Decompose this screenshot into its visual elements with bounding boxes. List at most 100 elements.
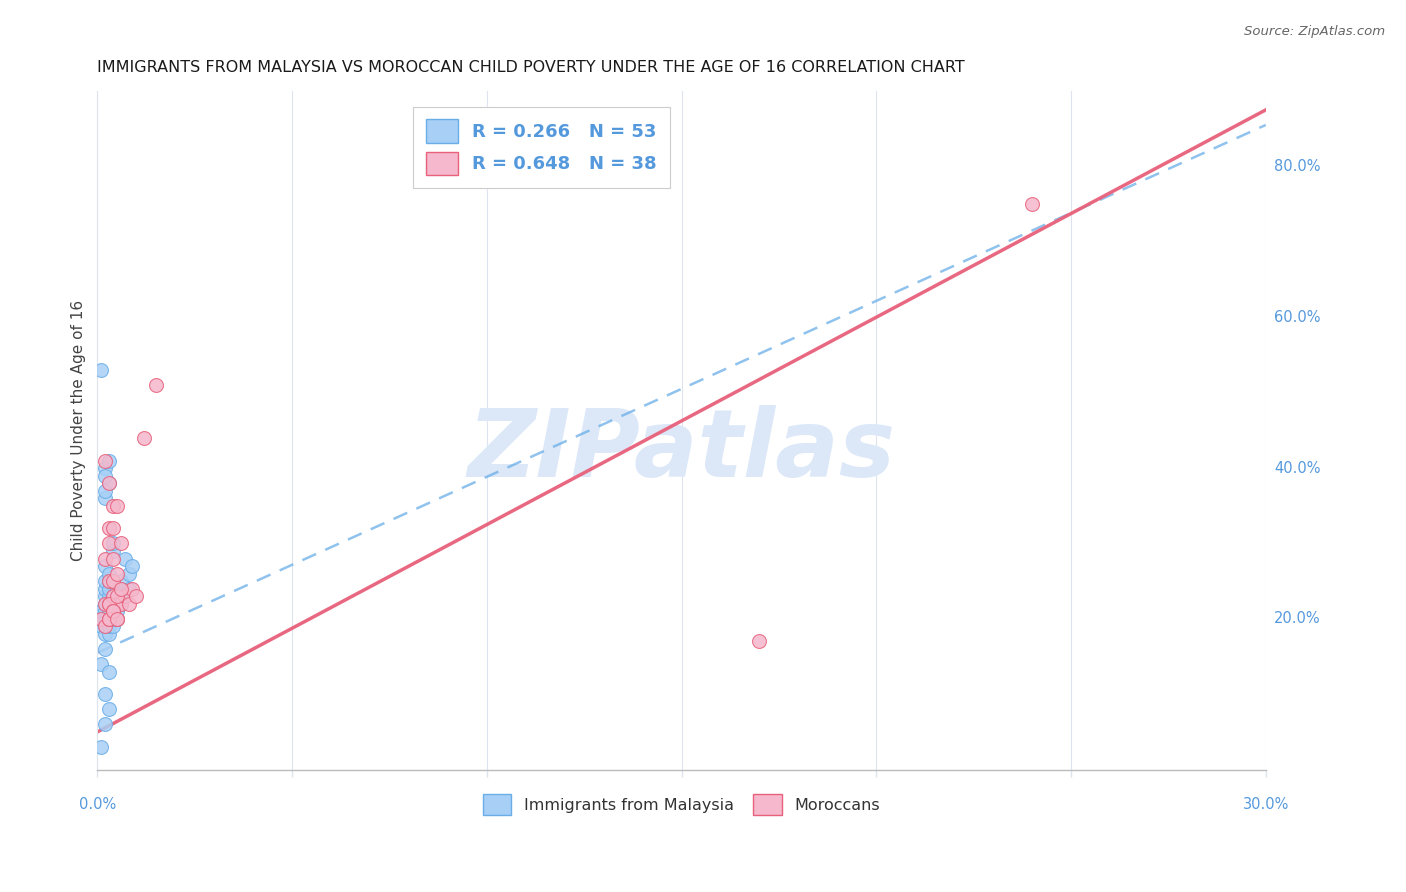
Point [105,597,128,611]
Point [98,521,121,535]
Point [105,582,128,596]
Point [98,574,121,589]
Point [101,574,124,589]
Point [94,559,117,574]
Point [94,619,117,633]
Point [98,665,121,679]
Point [90,657,112,671]
Point [98,627,121,641]
Point [101,551,124,566]
Text: 30.0%: 30.0% [1243,797,1289,812]
Point [94,627,117,641]
Point [110,574,132,589]
Point [98,589,121,603]
Point [94,597,117,611]
Point [101,612,124,626]
Point [98,612,121,626]
Point [94,604,117,618]
Point [121,559,143,574]
Point [98,536,121,550]
Text: Source: ZipAtlas.com: Source: ZipAtlas.com [1244,25,1385,38]
Point [94,483,117,498]
Point [98,453,121,467]
Point [105,612,128,626]
Point [121,582,143,596]
Point [105,612,128,626]
Point [94,453,117,467]
Point [94,551,117,566]
Legend: Immigrants from Malaysia, Moroccans: Immigrants from Malaysia, Moroccans [475,786,889,822]
Point [132,431,155,445]
Point [101,536,124,550]
Point [94,582,117,596]
Point [114,589,136,603]
Point [94,619,117,633]
Point [94,589,117,603]
Point [98,597,121,611]
Point [94,491,117,506]
Point [98,604,121,618]
Text: IMMIGRANTS FROM MALAYSIA VS MOROCCAN CHILD POVERTY UNDER THE AGE OF 16 CORRELATI: IMMIGRANTS FROM MALAYSIA VS MOROCCAN CHI… [97,60,965,75]
Point [94,687,117,701]
Text: 0.0%: 0.0% [79,797,115,812]
Point [101,597,124,611]
Point [101,619,124,633]
Point [117,582,139,596]
Point [94,717,117,731]
Point [90,612,112,626]
Point [101,604,124,618]
Point [101,589,124,603]
Text: 40.0%: 40.0% [1274,460,1320,475]
Text: ZIPatlas: ZIPatlas [467,405,896,497]
Point [105,604,128,618]
Point [101,521,124,535]
Point [105,499,128,513]
Text: 80.0%: 80.0% [1274,159,1320,174]
Point [94,574,117,589]
Point [98,597,121,611]
Point [98,574,121,589]
Point [98,597,121,611]
Point [90,739,112,754]
Point [110,597,132,611]
Point [98,612,121,626]
Point [101,589,124,603]
Point [101,604,124,618]
Text: 20.0%: 20.0% [1274,611,1320,626]
Point [105,566,128,581]
Point [105,589,128,603]
Point [94,612,117,626]
Point [98,476,121,491]
Point [98,566,121,581]
Point [101,499,124,513]
Point [101,604,124,618]
Point [94,468,117,483]
Point [101,544,124,558]
Point [98,702,121,716]
Point [94,642,117,657]
Point [90,604,112,618]
Y-axis label: Child Poverty Under the Age of 16: Child Poverty Under the Age of 16 [72,300,86,561]
Text: 60.0%: 60.0% [1274,310,1320,325]
Point [90,619,112,633]
Point [98,476,121,491]
Point [98,619,121,633]
Point [117,597,139,611]
Point [94,461,117,475]
Point [114,589,136,603]
Point [105,597,128,611]
Point [110,536,132,550]
Point [145,378,167,392]
Point [117,566,139,581]
Point [748,634,770,648]
Point [110,597,132,611]
Point [94,597,117,611]
Point [98,582,121,596]
Point [90,612,112,626]
Point [105,612,128,626]
Point [114,551,136,566]
Point [1021,197,1043,211]
Point [101,604,124,618]
Point [110,582,132,596]
Point [125,589,148,603]
